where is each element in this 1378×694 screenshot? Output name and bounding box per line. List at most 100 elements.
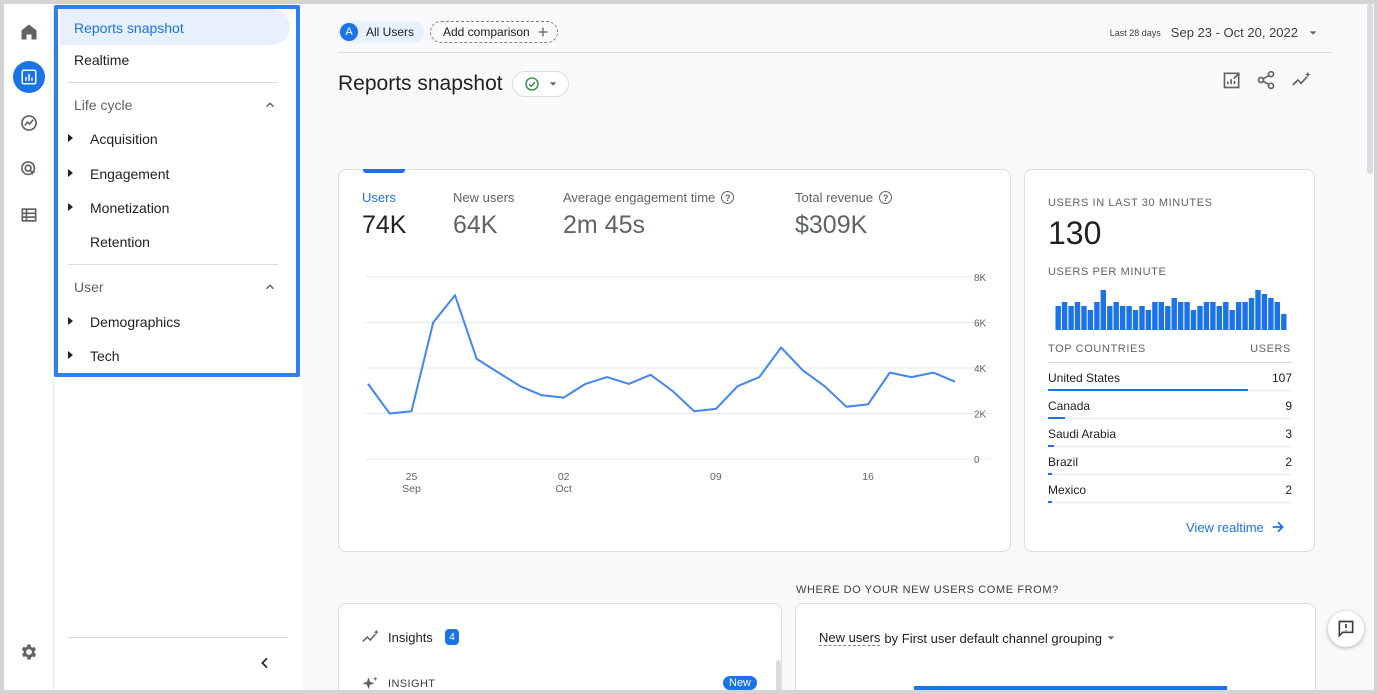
nav-section-life-cycle[interactable]: Life cycle [74, 97, 133, 113]
minute-bar[interactable] [1274, 302, 1280, 330]
sparkle-icon [362, 676, 378, 690]
minute-bar[interactable] [1158, 302, 1164, 330]
minute-bar[interactable] [1235, 302, 1242, 330]
settings-gear-icon[interactable] [13, 636, 45, 668]
minute-bar[interactable] [1094, 302, 1100, 330]
nav-item-monetization[interactable]: Monetization [90, 200, 170, 216]
country-row[interactable]: Canada 9 [1048, 391, 1292, 419]
data-quality-status-button[interactable] [512, 71, 569, 97]
minute-bar[interactable] [1119, 306, 1126, 330]
nav-item-engagement[interactable]: Engagement [90, 166, 170, 182]
country-row[interactable]: United States 107 [1048, 363, 1292, 391]
minute-bar[interactable] [1068, 306, 1074, 330]
feedback-button[interactable] [1328, 611, 1364, 647]
minute-bar[interactable] [1132, 310, 1139, 330]
minute-bar[interactable] [1248, 298, 1255, 330]
metric-value: 64K [453, 211, 498, 239]
minute-bar[interactable] [1261, 294, 1268, 330]
metric-selector[interactable]: New users [819, 630, 881, 646]
nav-divider [68, 82, 278, 83]
top-countries-header: TOP COUNTRIES [1048, 343, 1146, 355]
help-icon[interactable]: ? [721, 191, 735, 204]
minute-bar[interactable] [1197, 306, 1203, 330]
minute-bar[interactable] [1061, 302, 1068, 330]
nav-item-realtime[interactable]: Realtime [74, 52, 130, 68]
minute-bar[interactable] [1081, 306, 1087, 330]
users-series-line[interactable] [367, 294, 956, 415]
metric-value: $309K [795, 211, 868, 239]
minute-bar[interactable] [1281, 314, 1287, 330]
minute-bar[interactable] [1190, 310, 1197, 330]
view-realtime-link[interactable]: View realtime [1186, 519, 1286, 535]
channel-grouping-dropdown[interactable]: New users by First user default channel … [819, 630, 1116, 646]
main-content: A All Users Add comparison Last 28 days … [302, 4, 1374, 694]
chevron-up-icon[interactable] [263, 280, 277, 294]
insights-sparkline-icon[interactable] [1290, 70, 1314, 90]
expand-arrow-icon[interactable] [68, 134, 73, 142]
advertising-icon[interactable] [13, 153, 45, 185]
minute-bar[interactable] [1229, 310, 1235, 330]
minute-bar[interactable] [1242, 302, 1248, 330]
card-scrollbar[interactable] [776, 660, 781, 694]
minute-bar[interactable] [1216, 306, 1222, 330]
dropdown-arrow-icon [1309, 30, 1317, 35]
highlight-box [54, 5, 300, 377]
expand-arrow-icon[interactable] [68, 203, 73, 211]
nav-item-reports-snapshot[interactable]: Reports snapshot [60, 9, 290, 45]
country-row[interactable]: Brazil 2 [1048, 447, 1292, 475]
minute-bar[interactable] [1145, 310, 1152, 330]
metric-value: 74K [362, 211, 407, 239]
metric-tab-users[interactable]: Users 74K [362, 190, 406, 240]
country-row[interactable]: Saudi Arabia 3 [1048, 419, 1292, 447]
minute-bar[interactable] [1074, 302, 1081, 330]
minute-bar[interactable] [1203, 302, 1210, 330]
expand-arrow-icon[interactable] [68, 351, 73, 359]
share-icon[interactable] [1256, 70, 1276, 90]
dropdown-arrow-icon [1107, 636, 1115, 640]
minute-bar[interactable] [1055, 306, 1061, 330]
insights-label: Insights [388, 630, 433, 645]
nav-item-acquisition[interactable]: Acquisition [90, 131, 158, 147]
minute-bar[interactable] [1165, 306, 1171, 330]
nav-section-user[interactable]: User [74, 279, 104, 295]
minute-bar[interactable] [1255, 290, 1261, 330]
country-row[interactable]: Mexico 2 [1048, 475, 1292, 503]
page-scrollbar[interactable] [1367, 4, 1373, 174]
minute-bar[interactable] [1223, 302, 1229, 330]
minute-bar[interactable] [1126, 306, 1132, 330]
segment-chip[interactable]: A All Users [338, 21, 425, 43]
date-range-picker[interactable]: Last 28 days Sep 23 - Oct 20, 2022 [1110, 25, 1318, 40]
nav-item-tech[interactable]: Tech [90, 348, 120, 364]
y-tick-label: 6K [974, 319, 987, 330]
minute-bar[interactable] [1107, 306, 1113, 330]
home-icon[interactable] [13, 16, 45, 48]
minute-bar[interactable] [1139, 306, 1145, 330]
add-comparison-button[interactable]: Add comparison [430, 21, 558, 43]
reports-icon[interactable] [13, 61, 45, 93]
minute-bar[interactable] [1087, 310, 1094, 330]
chevron-up-icon[interactable] [263, 98, 277, 112]
minute-bar[interactable] [1177, 302, 1184, 330]
expand-arrow-icon[interactable] [68, 169, 73, 177]
users-per-minute-chart [1055, 290, 1287, 330]
country-share-bar [1048, 473, 1052, 475]
help-icon[interactable]: ? [879, 191, 893, 204]
metric-tab-new-users[interactable]: New users 64K [453, 190, 514, 240]
collapse-chevron-left-icon[interactable] [257, 655, 273, 671]
customize-report-icon[interactable] [1222, 70, 1242, 90]
nav-item-demographics[interactable]: Demographics [90, 314, 181, 330]
minute-bar[interactable] [1184, 302, 1190, 330]
minute-bar[interactable] [1100, 290, 1106, 330]
nav-item-retention[interactable]: Retention [90, 234, 150, 250]
metric-tab-total-revenue[interactable]: Total revenue? $309K [795, 190, 893, 240]
minute-bar[interactable] [1152, 302, 1158, 330]
minute-bar[interactable] [1210, 302, 1216, 330]
minute-bar[interactable] [1268, 298, 1274, 330]
minute-bar[interactable] [1113, 302, 1119, 330]
metric-tab-avg-engagement[interactable]: Average engagement time? 2m 45s [563, 190, 735, 240]
expand-arrow-icon[interactable] [68, 317, 73, 325]
configure-icon[interactable] [13, 199, 45, 231]
x-tick-label: 09 [710, 471, 722, 483]
explore-icon[interactable] [13, 107, 45, 139]
minute-bar[interactable] [1171, 298, 1177, 330]
